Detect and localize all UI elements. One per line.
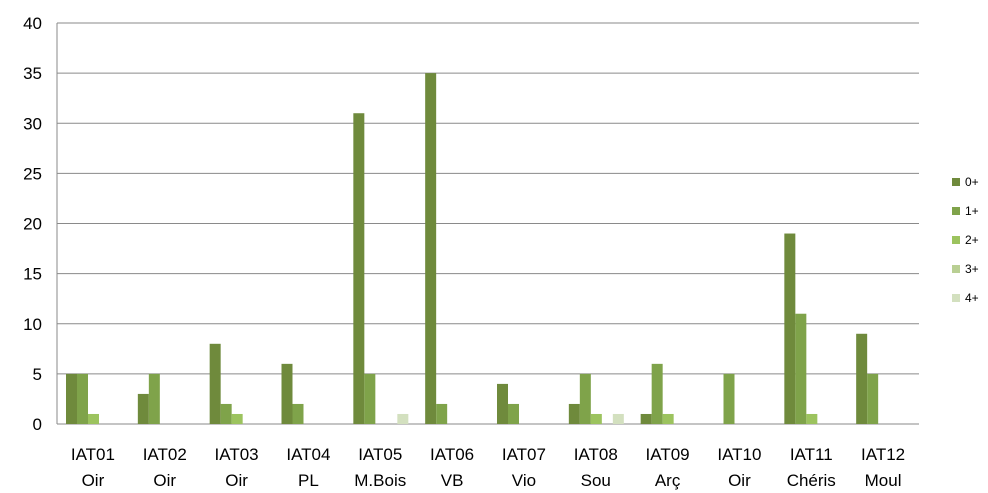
x-tick-label-code: IAT03 (215, 445, 259, 464)
y-tick-label: 15 (23, 265, 42, 284)
bar-0+-IAT03 (209, 343, 221, 424)
bar-0+-IAT12 (856, 333, 868, 424)
x-tick-label-site: Oir (82, 471, 105, 490)
y-tick-label: 25 (23, 164, 42, 183)
y-tick-label: 10 (23, 315, 42, 334)
bar-0+-IAT07 (497, 383, 508, 424)
legend-swatch (952, 178, 960, 186)
bar-1+-IAT11 (795, 313, 807, 424)
bar-1+-IAT04 (292, 403, 304, 424)
bar-0+-IAT06 (425, 73, 437, 424)
gridlines (57, 22, 919, 425)
x-tick-label-site: Oir (153, 471, 176, 490)
bars (66, 73, 879, 424)
bar-1+-IAT07 (508, 403, 519, 424)
bar-0+-IAT04 (281, 363, 293, 424)
x-tick-label-code: IAT08 (574, 445, 618, 464)
x-tick-label-site: Sou (581, 471, 611, 490)
y-tick-label: 5 (33, 365, 42, 384)
legend-swatch (952, 207, 960, 215)
x-tick-label-code: IAT07 (502, 445, 546, 464)
bar-1+-IAT12 (867, 373, 879, 424)
bar-1+-IAT06 (436, 403, 448, 424)
bar-0+-IAT02 (137, 393, 149, 424)
bar-1+-IAT05 (364, 373, 376, 424)
x-tick-label-site: Vio (512, 471, 536, 490)
x-tick-label-site: Chéris (787, 471, 836, 490)
bar-0+-IAT08 (568, 403, 580, 424)
x-tick-label-code: IAT10 (717, 445, 761, 464)
bar-1+-IAT10 (723, 373, 735, 424)
legend: 0+ 1+ 2+ 3+ 4+ (952, 175, 979, 305)
bar-2+-IAT03 (231, 413, 243, 424)
y-tick-label: 20 (23, 215, 42, 234)
bar-0+-IAT09 (640, 413, 652, 424)
legend-swatch (952, 294, 960, 302)
legend-swatch (952, 265, 960, 273)
x-tick-label-site: M.Bois (354, 471, 406, 490)
bar-0+-IAT11 (784, 233, 796, 424)
bar-2+-IAT09 (662, 413, 674, 424)
x-tick-label-code: IAT02 (143, 445, 187, 464)
x-tick-label-code: IAT06 (430, 445, 474, 464)
x-tick-label-site: PL (298, 471, 319, 490)
y-tick-label: 0 (33, 415, 42, 434)
bar-1+-IAT01 (77, 373, 88, 424)
x-tick-label-site: Oir (225, 471, 248, 490)
bar-4+-IAT08 (612, 413, 624, 424)
x-tick-label-code: IAT04 (286, 445, 330, 464)
legend-label: 0+ (965, 175, 979, 189)
x-tick-label-code: IAT05 (358, 445, 402, 464)
bar-2+-IAT01 (88, 413, 99, 424)
y-axis: 0 5 10 15 20 25 30 35 40 (23, 14, 58, 434)
y-tick-label: 30 (23, 114, 42, 133)
x-tick-label-code: IAT12 (861, 445, 905, 464)
bar-0+-IAT01 (66, 373, 77, 424)
bar-1+-IAT09 (651, 363, 663, 424)
x-axis: IAT01 Oir IAT02 Oir IAT03 Oir IAT04 PL IAT05 M.Bo… (71, 445, 905, 490)
x-tick-label-site: Moul (865, 471, 902, 490)
legend-label: 4+ (965, 291, 979, 305)
bar-4+-IAT05 (397, 413, 409, 424)
x-tick-label-site: Arç (655, 471, 681, 490)
bar-1+-IAT08 (579, 373, 591, 424)
bar-1+-IAT03 (220, 403, 232, 424)
y-tick-label: 40 (23, 14, 42, 33)
bar-2+-IAT11 (806, 413, 818, 424)
x-tick-label-code: IAT01 (71, 445, 115, 464)
x-tick-label-site: Oir (728, 471, 751, 490)
bar-2+-IAT08 (590, 413, 602, 424)
legend-label: 3+ (965, 262, 979, 276)
legend-swatch (952, 236, 960, 244)
legend-label: 1+ (965, 204, 979, 218)
bar-1+-IAT02 (148, 373, 160, 424)
x-tick-label-site: VB (441, 471, 464, 490)
bar-0+-IAT05 (353, 113, 365, 424)
y-tick-label: 35 (23, 64, 42, 83)
x-tick-label-code: IAT09 (646, 445, 690, 464)
legend-label: 2+ (965, 233, 979, 247)
x-tick-label-code: IAT11 (790, 445, 833, 464)
